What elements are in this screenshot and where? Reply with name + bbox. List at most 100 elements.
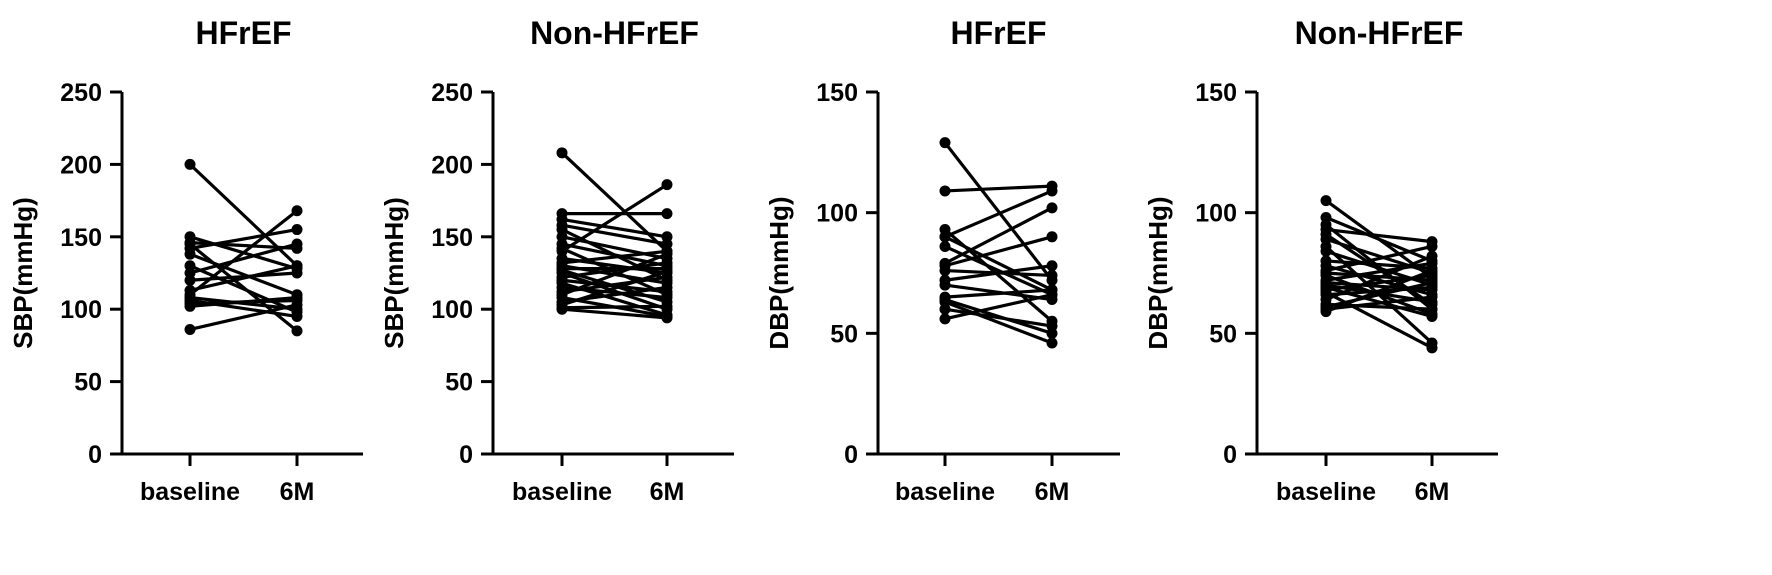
subject-line — [189, 271, 298, 282]
subject-line — [188, 163, 299, 267]
followup-point — [661, 292, 673, 304]
subject-line — [561, 223, 668, 246]
subject-line — [561, 183, 668, 253]
y-tick-label: 100 — [1195, 200, 1237, 228]
baseline-point — [939, 303, 951, 315]
y-tick-label: 0 — [1223, 441, 1237, 469]
subject-line — [1325, 261, 1433, 282]
y-tick-label: 50 — [74, 369, 102, 397]
followup-point — [1426, 250, 1438, 262]
followup-point — [1426, 240, 1438, 252]
subject-line — [189, 227, 298, 250]
baseline-point — [939, 265, 951, 277]
followup-point — [661, 257, 673, 269]
y-tick-label: 0 — [88, 441, 102, 469]
baseline-point — [556, 147, 568, 159]
followup-point — [1046, 231, 1058, 243]
subject-line — [1325, 295, 1433, 311]
baseline-point — [939, 279, 951, 291]
subject-line — [189, 303, 298, 332]
subject-line — [944, 206, 1053, 265]
chart-title: Non-HFrEF — [530, 15, 699, 51]
followup-point — [661, 248, 673, 260]
followup-point — [1046, 202, 1058, 214]
followup-point — [1426, 342, 1438, 354]
subject-line — [1325, 227, 1433, 244]
baseline-point — [939, 313, 951, 325]
chart-panel-3: HFrEF DBP(mmHg) 0 50 100 150 baseline 6M — [764, 15, 1120, 506]
subject-lines — [1324, 199, 1434, 350]
subject-line — [561, 249, 668, 265]
followup-point — [1046, 185, 1058, 197]
subject-line — [944, 300, 1053, 345]
y-tick-label: 250 — [431, 79, 473, 107]
followup-point — [1046, 269, 1058, 281]
baseline-point — [1320, 306, 1332, 318]
subject-points — [1320, 195, 1438, 354]
y-tick-label: 100 — [816, 200, 858, 228]
chart-title: Non-HFrEF — [1295, 15, 1464, 51]
followup-point — [661, 281, 673, 293]
followup-point — [291, 325, 303, 337]
followup-point — [661, 312, 673, 324]
followup-point — [291, 224, 303, 236]
followup-point — [1426, 303, 1438, 315]
subject-line — [944, 184, 1053, 193]
subject-points — [184, 158, 303, 337]
followup-point — [661, 266, 673, 278]
subject-line — [944, 235, 1053, 292]
baseline-point — [184, 300, 196, 312]
subject-line — [561, 307, 668, 320]
subject-line — [189, 296, 298, 308]
x-category-label: 6M — [1035, 478, 1070, 506]
followup-point — [1426, 277, 1438, 289]
subject-line — [944, 307, 1053, 328]
y-tick-label: 50 — [830, 320, 858, 348]
baseline-point — [184, 238, 196, 250]
baseline-point — [184, 248, 196, 260]
baseline-point — [939, 240, 951, 252]
y-tick-label: 200 — [431, 151, 473, 179]
subject-line — [1325, 216, 1433, 263]
y-tick-label: 200 — [60, 151, 102, 179]
subject-line — [561, 252, 668, 297]
subject-line — [561, 304, 668, 310]
subject-line — [1325, 254, 1433, 302]
x-category-label: 6M — [1415, 478, 1450, 506]
y-tick-label: 100 — [431, 296, 473, 324]
chart-title: HFrEF — [196, 15, 292, 51]
x-category-label: baseline — [1276, 478, 1376, 506]
baseline-point — [939, 137, 951, 149]
y-tick-label: 0 — [459, 441, 473, 469]
chart-panel-4: Non-HFrEF DBP(mmHg) 0 50 100 150 baseline 6M — [1143, 15, 1498, 506]
followup-point — [1426, 265, 1438, 277]
subject-line — [943, 141, 1054, 282]
subject-line — [189, 209, 298, 296]
followup-point — [661, 208, 673, 220]
subject-line — [561, 261, 668, 279]
x-category-label: baseline — [512, 478, 612, 506]
followup-point — [1046, 337, 1058, 349]
subject-line — [189, 242, 298, 275]
chart-panel-2: Non-HFrEF SBP(mmHg) 0 50 100 150 200 250 baselin… — [379, 15, 734, 506]
subject-line — [561, 270, 668, 307]
subject-line — [189, 264, 298, 314]
x-category-label: baseline — [140, 478, 240, 506]
baseline-point — [184, 323, 196, 335]
baseline-point — [184, 260, 196, 272]
y-tick-label: 100 — [60, 296, 102, 324]
followup-point — [1046, 260, 1058, 272]
baseline-point — [939, 231, 951, 243]
subject-line — [944, 293, 1053, 321]
chart-title: HFrEF — [951, 15, 1047, 51]
baseline-point — [556, 302, 568, 314]
y-axis-label: SBP(mmHg) — [379, 197, 409, 349]
subject-line — [944, 189, 1053, 239]
subject-points — [939, 137, 1058, 349]
y-axis-label: DBP(mmHg) — [1143, 196, 1173, 349]
baseline-point — [184, 158, 196, 170]
subject-lines — [560, 151, 669, 320]
subject-line — [944, 264, 1053, 282]
